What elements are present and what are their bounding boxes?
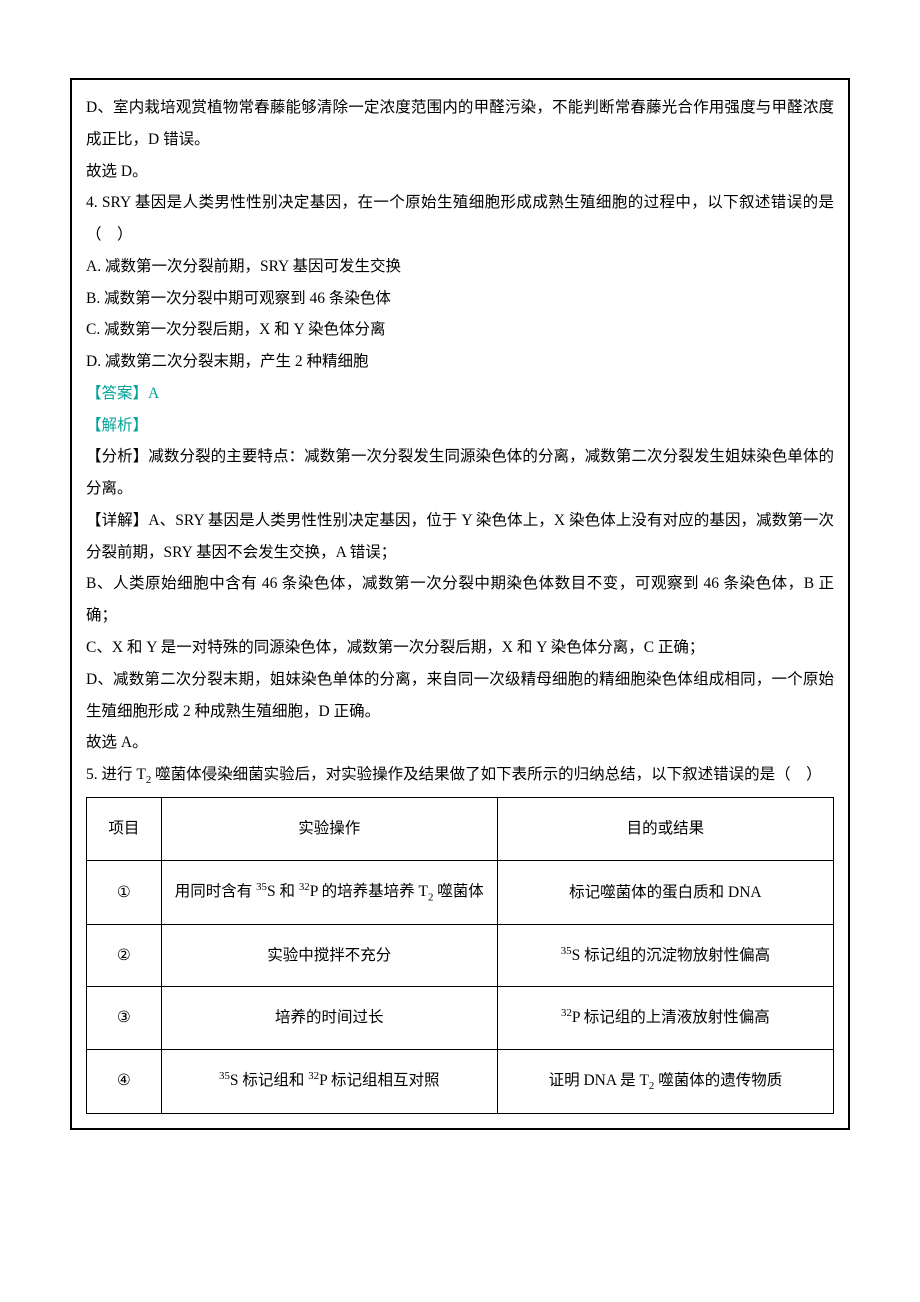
q4-detail-d: D、减数第二次分裂末期，姐妹染色单体的分离，来自同一次级精母细胞的精细胞染色体组… [86, 664, 834, 728]
q5-r4-res: 证明 DNA 是 T2 噬菌体的遗传物质 [497, 1049, 833, 1113]
sup: 35 [219, 1070, 230, 1082]
q5-r2-num: ② [87, 924, 162, 987]
q4-detail-b: B、人类原始细胞中含有 46 条染色体，减数第一次分裂中期染色体数目不变，可观察… [86, 568, 834, 632]
text: S 和 [267, 883, 299, 900]
q5-r2-res: 35S 标记组的沉淀物放射性偏高 [497, 924, 833, 987]
q4-option-c: C. 减数第一次分裂后期，X 和 Y 染色体分离 [86, 314, 834, 346]
q5-r1-res: 标记噬菌体的蛋白质和 DNA [497, 860, 833, 924]
q5-th-1: 实验操作 [161, 798, 497, 860]
q5-stem: 5. 进行 T2 噬菌体侵染细菌实验后，对实验操作及结果做了如下表所示的归纳总结… [86, 759, 834, 791]
text: 噬菌体的遗传物质 [654, 1072, 782, 1089]
q5-r3-res: 32P 标记组的上清液放射性偏高 [497, 987, 833, 1050]
q5-table-header-row: 项目 实验操作 目的或结果 [87, 798, 834, 860]
q4-option-a: A. 减数第一次分裂前期，SRY 基因可发生交换 [86, 251, 834, 283]
text: P 标记组的上清液放射性偏高 [572, 1009, 770, 1026]
q5-th-2: 目的或结果 [497, 798, 833, 860]
table-row: ① 用同时含有 35S 和 32P 的培养基培养 T2 噬菌体 标记噬菌体的蛋白… [87, 860, 834, 924]
q4-answer: 【答案】A [86, 378, 834, 410]
sup: 35 [256, 881, 267, 893]
q4-option-b: B. 减数第一次分裂中期可观察到 46 条染色体 [86, 283, 834, 315]
text: S 标记组和 [230, 1073, 308, 1090]
prev-option-d: D、室内栽培观赏植物常春藤能够清除一定浓度范围内的甲醛污染，不能判断常春藤光合作… [86, 92, 834, 156]
text: 证明 DNA 是 T [549, 1072, 649, 1089]
q5-r1-num: ① [87, 860, 162, 924]
table-row: ④ 35S 标记组和 32P 标记组相互对照 证明 DNA 是 T2 噬菌体的遗… [87, 1049, 834, 1113]
text: P 标记组相互对照 [319, 1073, 439, 1090]
q4-detail-a: 【详解】A、SRY 基因是人类男性性别决定基因，位于 Y 染色体上，X 染色体上… [86, 505, 834, 569]
q5-th-0: 项目 [87, 798, 162, 860]
q5-r3-num: ③ [87, 987, 162, 1050]
text: P 的培养基培养 T [310, 883, 428, 900]
q5-r4-num: ④ [87, 1049, 162, 1113]
q4-stem: 4. SRY 基因是人类男性性别决定基因，在一个原始生殖细胞形成成熟生殖细胞的过… [86, 187, 834, 251]
q5-stem-post: 噬菌体侵染细菌实验后，对实验操作及结果做了如下表所示的归纳总结，以下叙述错误的是… [151, 766, 821, 783]
q4-detail-c: C、X 和 Y 是一对特殊的同源染色体，减数第一次分裂后期，X 和 Y 染色体分… [86, 632, 834, 664]
prev-conclusion: 故选 D。 [86, 156, 834, 188]
q5-r3-op: 培养的时间过长 [161, 987, 497, 1050]
q5-r4-op: 35S 标记组和 32P 标记组相互对照 [161, 1049, 497, 1113]
text: 噬菌体 [433, 883, 483, 900]
q5-table: 项目 实验操作 目的或结果 ① 用同时含有 35S 和 32P 的培养基培养 T… [86, 797, 834, 1113]
q4-conclude: 故选 A。 [86, 727, 834, 759]
page: D、室内栽培观赏植物常春藤能够清除一定浓度范围内的甲醛污染，不能判断常春藤光合作… [0, 0, 920, 1302]
q5-stem-pre: 5. 进行 T [86, 766, 146, 783]
q5-r1-op: 用同时含有 35S 和 32P 的培养基培养 T2 噬菌体 [161, 860, 497, 924]
table-row: ② 实验中搅拌不充分 35S 标记组的沉淀物放射性偏高 [87, 924, 834, 987]
q4-analysis-fx: 【分析】减数分裂的主要特点：减数第一次分裂发生同源染色体的分离，减数第二次分裂发… [86, 441, 834, 505]
q4-option-d: D. 减数第二次分裂末期，产生 2 种精细胞 [86, 346, 834, 378]
table-row: ③ 培养的时间过长 32P 标记组的上清液放射性偏高 [87, 987, 834, 1050]
text: 用同时含有 [175, 883, 256, 900]
text: S 标记组的沉淀物放射性偏高 [572, 947, 771, 964]
sup: 32 [561, 1007, 572, 1019]
sup: 32 [299, 881, 310, 893]
q4-analysis-label: 【解析】 [86, 410, 834, 442]
sup: 32 [308, 1070, 319, 1082]
q5-r2-op: 实验中搅拌不充分 [161, 924, 497, 987]
sup: 35 [561, 945, 572, 957]
content-frame: D、室内栽培观赏植物常春藤能够清除一定浓度范围内的甲醛污染，不能判断常春藤光合作… [70, 78, 850, 1130]
